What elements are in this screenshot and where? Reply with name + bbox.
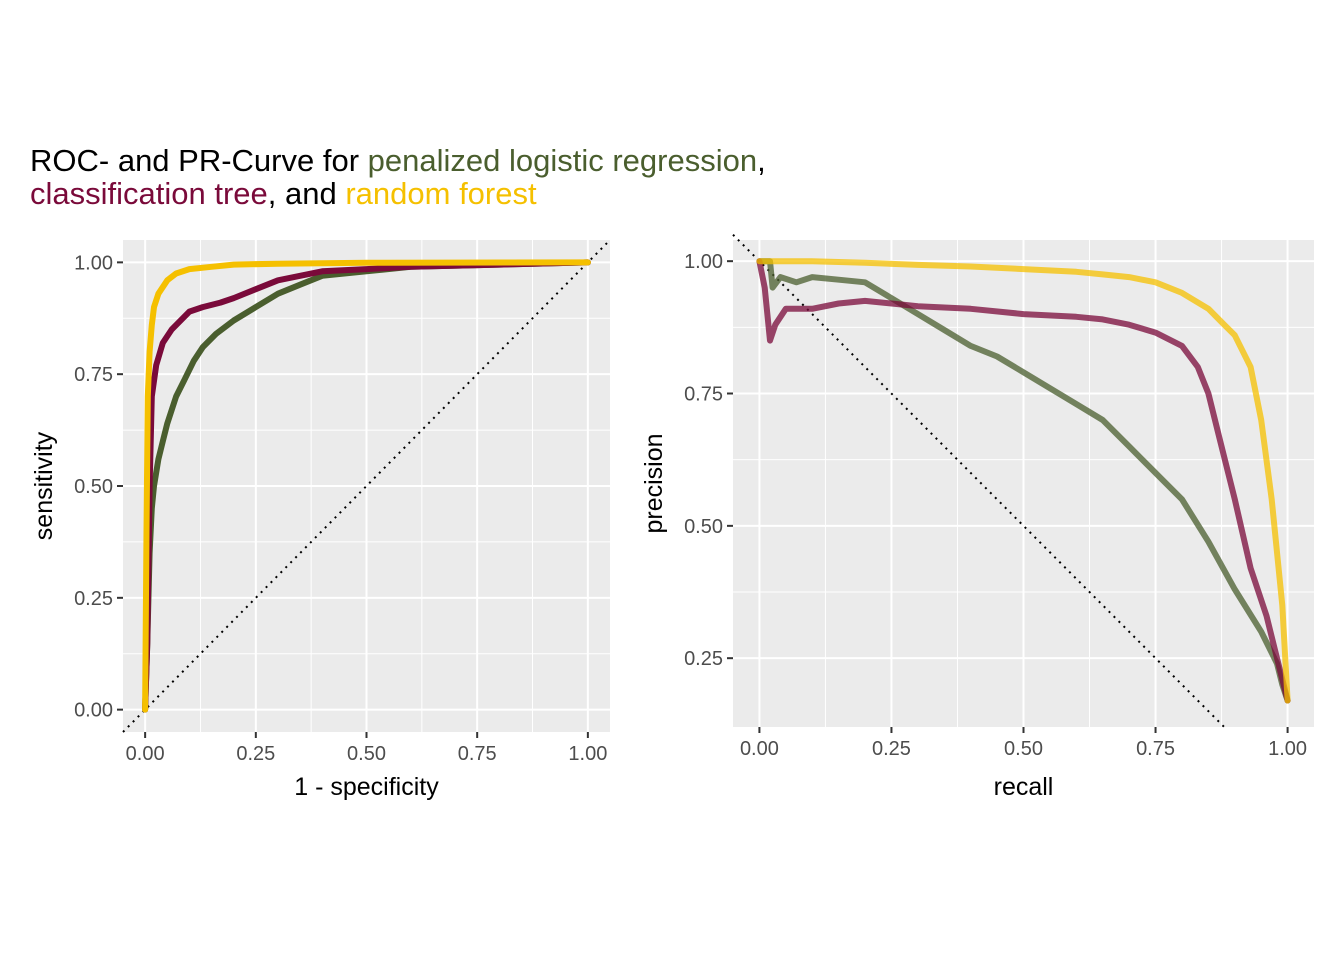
y-tick-label: 0.50 — [684, 516, 723, 538]
y-tick-label: 0.25 — [74, 588, 113, 610]
x-axis-title: 1 - specificity — [294, 773, 439, 801]
series-line-random-forest — [142, 259, 591, 713]
title-segment: , — [757, 143, 766, 178]
series-line-classification-tree — [142, 259, 591, 713]
y-tick-label: 0.75 — [684, 384, 723, 406]
y-tick-label: 1.00 — [684, 251, 723, 273]
x-tick-label: 0.00 — [126, 743, 165, 765]
x-tick-label: 0.25 — [872, 738, 911, 760]
title-segment: , and — [268, 176, 346, 211]
title-segment-random-forest: random forest — [345, 176, 537, 211]
series-line-random-forest — [756, 258, 1291, 704]
x-tick-label: 1.00 — [1268, 738, 1307, 760]
y-tick-label: 0.50 — [74, 476, 113, 498]
y-tick-label: 1.00 — [74, 252, 113, 274]
plot-title-line-2: classification tree, and random forest — [30, 176, 537, 211]
y-tick-label: 0.25 — [684, 648, 723, 670]
x-tick-label: 0.50 — [1004, 738, 1043, 760]
y-tick-label: 0.00 — [74, 700, 113, 722]
series-line-classification-tree — [756, 258, 1291, 704]
x-axis-title: recall — [994, 773, 1054, 801]
pr-chart: 0.00 0.25 0.50 0.75 1.00 0.25 0.50 0.75 1.00 reca… — [640, 234, 1314, 801]
x-tick-label: 0.75 — [458, 743, 497, 765]
y-axis-title: precision — [640, 433, 668, 533]
x-tick-label: 0.75 — [1136, 738, 1175, 760]
y-axis-title: sensitivity — [30, 431, 58, 540]
title-segment: ROC- and PR-Curve for — [30, 143, 368, 178]
roc-chart: 0.00 0.25 0.50 0.75 1.00 0.00 0.25 0.50 0.75 1.00… — [30, 239, 611, 801]
x-tick-label: 1.00 — [568, 743, 607, 765]
series-line-penalized-logistic-regression — [756, 258, 1291, 704]
y-tick-label: 0.75 — [74, 364, 113, 386]
title-segment-classification-tree: classification tree — [30, 176, 268, 211]
plot-title-line-1: ROC- and PR-Curve for penalized logistic… — [30, 143, 766, 178]
x-tick-label: 0.25 — [236, 743, 275, 765]
x-tick-label: 0.00 — [740, 738, 779, 760]
x-tick-label: 0.50 — [347, 743, 386, 765]
series-line-penalized-logistic-regression — [142, 259, 591, 713]
title-segment-penalized-logistic-regression: penalized logistic regression — [368, 143, 757, 178]
